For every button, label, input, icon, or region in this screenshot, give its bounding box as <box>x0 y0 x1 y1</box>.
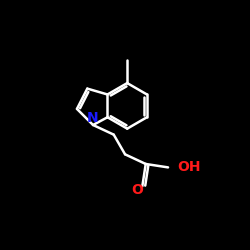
Text: N: N <box>87 111 99 125</box>
Text: O: O <box>132 183 143 197</box>
Text: OH: OH <box>177 160 201 174</box>
